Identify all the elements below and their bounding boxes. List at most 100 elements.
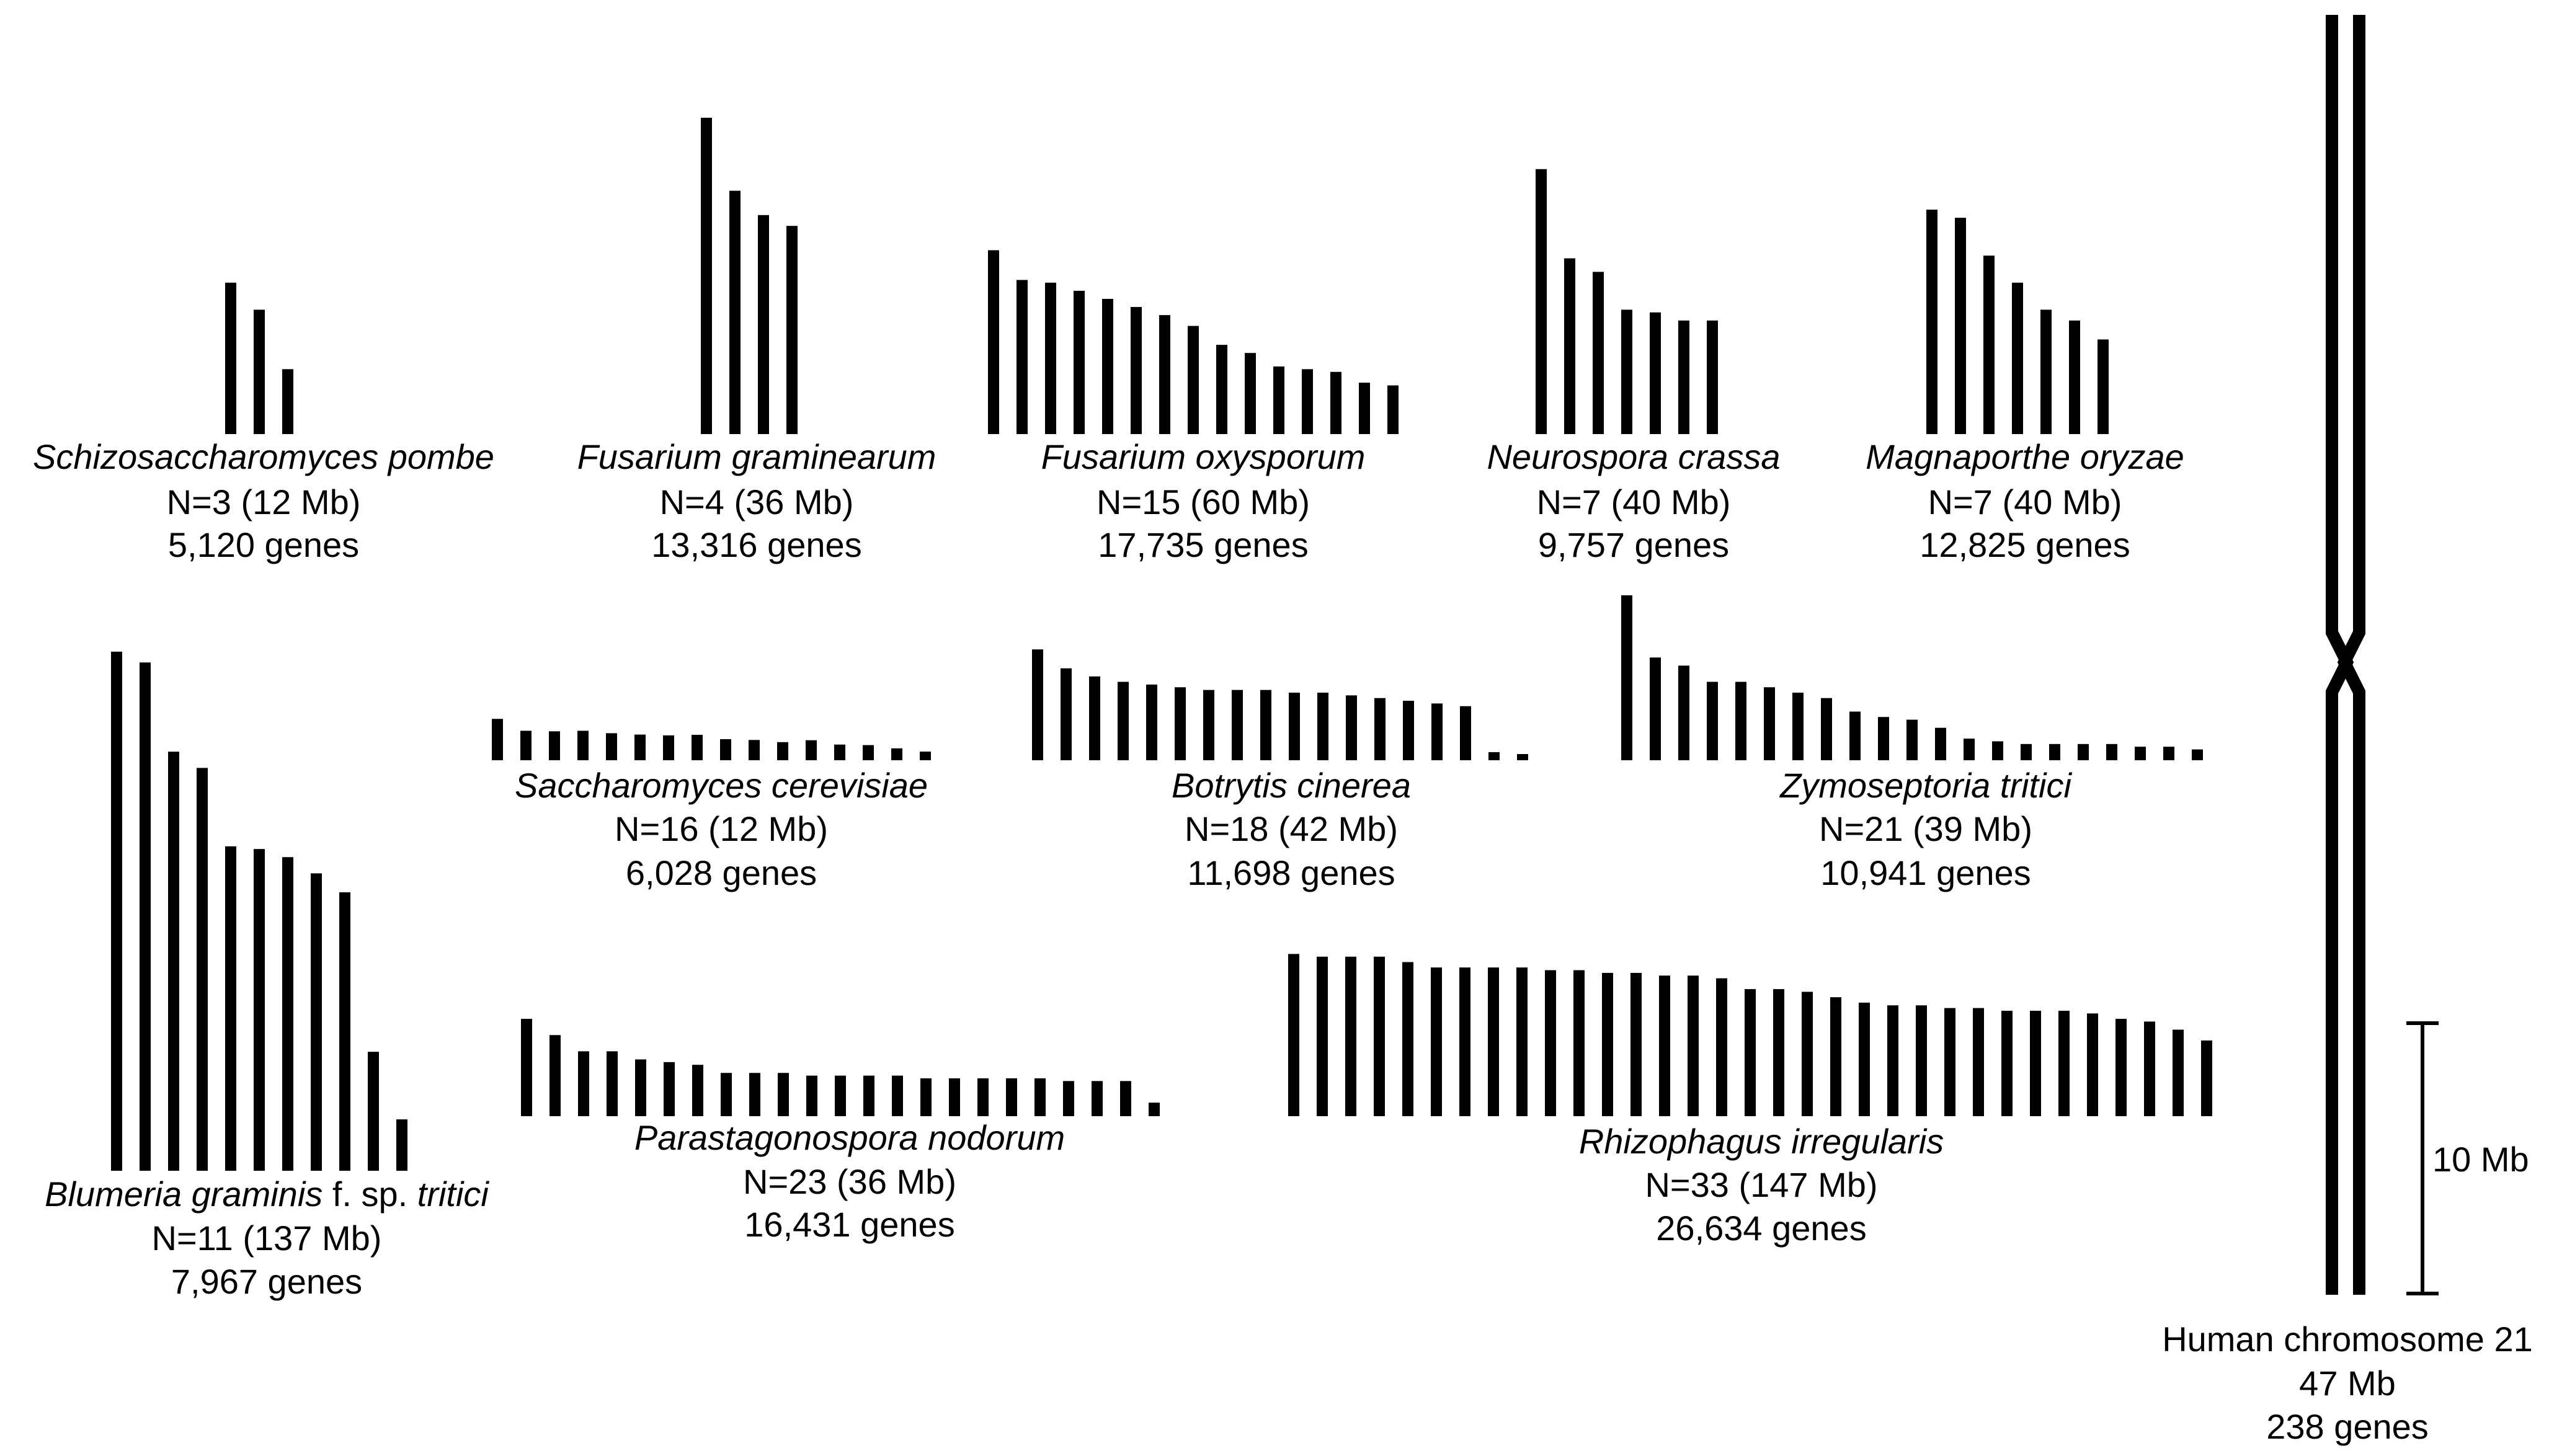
genome-stats: N=3 (12 Mb) <box>167 482 361 522</box>
chromosome-bar <box>1273 366 1284 434</box>
species-name: Botrytis cinerea <box>1172 766 1411 805</box>
chromosome-bar <box>2040 309 2052 434</box>
chromosome-bar <box>2030 1010 2041 1116</box>
chromosome-bar <box>1403 701 1414 760</box>
gene-count: 13,316 genes <box>651 525 861 564</box>
chromosome-bar <box>920 1078 932 1116</box>
chromosome-bar <box>1063 1081 1074 1116</box>
chromosome-bar <box>2192 749 2203 760</box>
chromosome-bar <box>168 752 179 1171</box>
chromosome-bar <box>1203 690 1214 760</box>
chromosome-strand-right <box>2337 15 2365 1295</box>
chromosome-bar <box>339 892 350 1171</box>
chromosome-bar <box>721 1073 732 1116</box>
chromosome-bar <box>2163 747 2174 760</box>
chromosome-bar <box>1245 353 1256 434</box>
genome-label-f-graminearum: Fusarium graminearum N=4 (36 Mb) 13,316 … <box>577 437 936 564</box>
chromosome-bar <box>1488 967 1499 1116</box>
chromosome-bar <box>282 369 293 434</box>
genome-stats: N=18 (42 Mb) <box>1185 809 1398 848</box>
chromosome-bar <box>368 1052 379 1171</box>
chromosome-bar <box>1330 371 1341 434</box>
chromosome-bar <box>949 1078 960 1116</box>
chromosome-bar <box>1317 956 1328 1116</box>
chromosome-bar <box>835 1075 846 1116</box>
genome-label-n-crassa: Neurospora crassa N=7 (40 Mb) 9,757 gene… <box>1487 437 1780 564</box>
chromosome-bar <box>1916 1005 1927 1116</box>
species-name: Saccharomyces cerevisiae <box>515 766 928 805</box>
karyotype-p-nodorum <box>521 1019 1160 1116</box>
chromosome-bar <box>891 748 902 760</box>
chromosome-bar <box>1288 954 1299 1116</box>
chromosome-bar <box>1792 693 1804 760</box>
chromosome-bar <box>2115 1019 2127 1116</box>
chromosome-bar <box>225 282 236 434</box>
chromosome-bar <box>1992 741 2003 760</box>
chromosome-bar <box>1302 369 1313 434</box>
chromosome-bar <box>2078 744 2089 760</box>
chromosome-bar <box>1374 698 1386 760</box>
reference-size: 47 Mb <box>2299 1364 2396 1403</box>
genome-stats: N=33 (147 Mb) <box>1645 1165 1877 1204</box>
reference-name: Human chromosome 21 <box>2162 1320 2533 1359</box>
genome-label-m-oryzae: Magnaporthe oryzae N=7 (40 Mb) 12,825 ge… <box>1866 437 2184 564</box>
chromosome-bar <box>2001 1010 2013 1116</box>
chromosome-bar <box>111 651 122 1171</box>
chromosome-bar <box>2135 747 2146 760</box>
chromosome-bar <box>577 730 589 760</box>
chromosome-bar <box>1849 711 1861 760</box>
chromosome-bar <box>806 1075 817 1116</box>
chromosome-bar <box>1317 693 1328 760</box>
chromosome-bar <box>692 735 703 760</box>
chromosome-bar <box>1944 1008 1955 1116</box>
karyotype-n-crassa <box>1536 169 1718 434</box>
chromosome-bar <box>549 731 560 760</box>
chromosome-bar <box>806 740 817 760</box>
karyotype-r-irregularis <box>1288 954 2212 1116</box>
genome-label-r-irregularis: Rhizophagus irregularis N=33 (147 Mb) 26… <box>1579 1122 1944 1248</box>
chromosome-bar <box>2058 1010 2070 1116</box>
chromosome-bar <box>1964 739 1975 760</box>
chromosome-bar <box>1074 290 1085 434</box>
chromosome-bars <box>111 117 2212 1171</box>
chromosome-bar <box>2173 1029 2184 1116</box>
genome-label-s-pombe: Schizosaccharomyces pombe N=3 (12 Mb) 5,… <box>33 437 494 564</box>
chromosome-bar <box>1935 727 1946 760</box>
scale-bar-label: 10 Mb <box>2432 1140 2529 1179</box>
chromosome-bar <box>492 719 503 760</box>
chromosome-bar <box>2012 282 2023 434</box>
chromosome-bar <box>749 1073 760 1116</box>
chromosome-bar <box>1517 754 1528 760</box>
chromosome-bar <box>1387 385 1399 434</box>
genome-label-b-graminis: Blumeria graminis f. sp. tritici N=11 (1… <box>45 1174 489 1301</box>
chromosome-bar <box>2097 339 2109 434</box>
chromosome-bar <box>1735 681 1746 760</box>
chromosome-bar <box>1955 218 1966 434</box>
chromosome-bar <box>920 752 931 760</box>
chromosome-bar <box>1593 272 1604 434</box>
chromosome-bar <box>578 1051 589 1116</box>
chromosome-bar <box>692 1065 703 1116</box>
chromosome-bar <box>1688 975 1699 1116</box>
gene-count: 16,431 genes <box>744 1205 954 1244</box>
chromosome-bar <box>1573 970 1585 1116</box>
chromosome-bar <box>1102 299 1113 434</box>
gene-count: 26,634 genes <box>1656 1209 1866 1248</box>
chromosome-bar <box>1821 698 1832 760</box>
chromosome-bar <box>2069 320 2080 434</box>
species-name: Parastagonospora nodorum <box>634 1118 1065 1157</box>
chromosome-bar <box>1802 992 1813 1116</box>
chromosome-bar <box>1034 1078 1046 1116</box>
chromosome-bar <box>1973 1008 1984 1116</box>
chromosome-bar <box>1764 687 1775 760</box>
chromosome-bar <box>1678 320 1689 434</box>
chromosome-bar <box>1621 309 1632 434</box>
chromosome-bar <box>254 309 265 434</box>
chromosome-bar <box>664 1062 675 1116</box>
chromosome-bar <box>1118 681 1129 760</box>
genome-stats: N=7 (40 Mb) <box>1928 482 2122 522</box>
chromosome-bar <box>521 1019 532 1116</box>
chromosome-bar <box>1707 681 1718 760</box>
genome-stats: N=7 (40 Mb) <box>1537 482 1731 522</box>
chromosome-bar <box>1621 595 1632 760</box>
